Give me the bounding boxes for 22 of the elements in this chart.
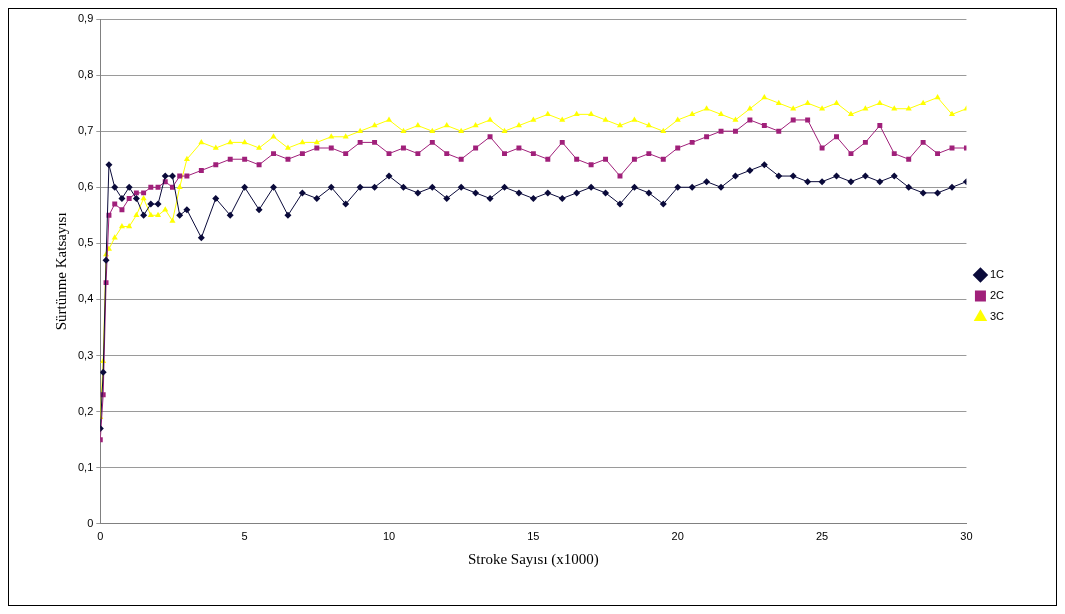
y-tick-label: 0,2 — [77, 404, 94, 417]
y-tick-label: 0,6 — [77, 180, 94, 193]
x-tick-label: 25 — [815, 530, 829, 543]
x-tick-label: 10 — [382, 530, 396, 543]
legend-label: 1C — [989, 268, 1005, 281]
x-tick-label: 0 — [97, 530, 104, 543]
y-tick-label: 0,9 — [77, 12, 94, 25]
x-axis-title: Stroke Sayısı (x1000) — [467, 550, 599, 568]
y-tick-label: 0,1 — [77, 460, 94, 473]
x-tick-label: 20 — [671, 530, 684, 543]
x-tick-label: 30 — [960, 530, 973, 543]
y-axis-title: Sürtünme Katsayısı — [52, 212, 69, 331]
x-tick-label: 5 — [241, 530, 248, 543]
legend-label: 3C — [989, 310, 1005, 323]
y-tick-label: 0,5 — [77, 236, 94, 249]
y-tick-label: 0,7 — [77, 124, 94, 137]
y-tick-label: 0 — [87, 516, 94, 529]
y-tick-label: 0,8 — [77, 68, 94, 81]
y-tick-label: 0,4 — [77, 292, 94, 305]
x-tick-label: 15 — [527, 530, 540, 543]
y-tick-label: 0,3 — [77, 348, 94, 361]
legend-label: 2C — [989, 289, 1005, 302]
